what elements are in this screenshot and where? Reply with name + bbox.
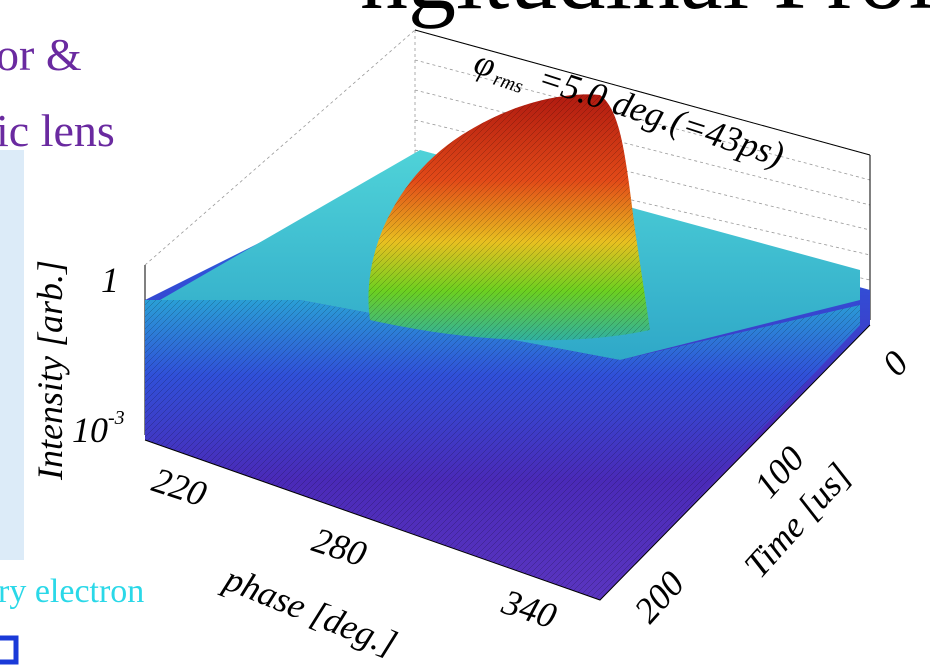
slide-title: ngitudinal Profile) [360,0,930,29]
z-tick-label: 10 [72,410,108,450]
x-tick-label: 340 [497,581,562,636]
annotation-sub: rms [490,68,526,98]
y-tick-label: 200 [626,563,692,630]
x-tick-label: 220 [148,460,212,515]
z-axis-title: Intensity [arb.] [30,260,70,481]
slide-text: ry electron [0,573,144,610]
x-axis-title: phase [deg.] [216,557,403,663]
z-tick-label: 1 [101,260,119,300]
y-tick-label: 0 [874,343,916,383]
side-strip [0,150,24,560]
x-tick-label: 280 [308,520,372,575]
slide-text: ic lens [0,105,115,156]
surface [144,94,871,601]
slide-icon [0,635,19,665]
z-tick-exp: -3 [108,407,125,429]
slide-text: or & [0,29,82,80]
